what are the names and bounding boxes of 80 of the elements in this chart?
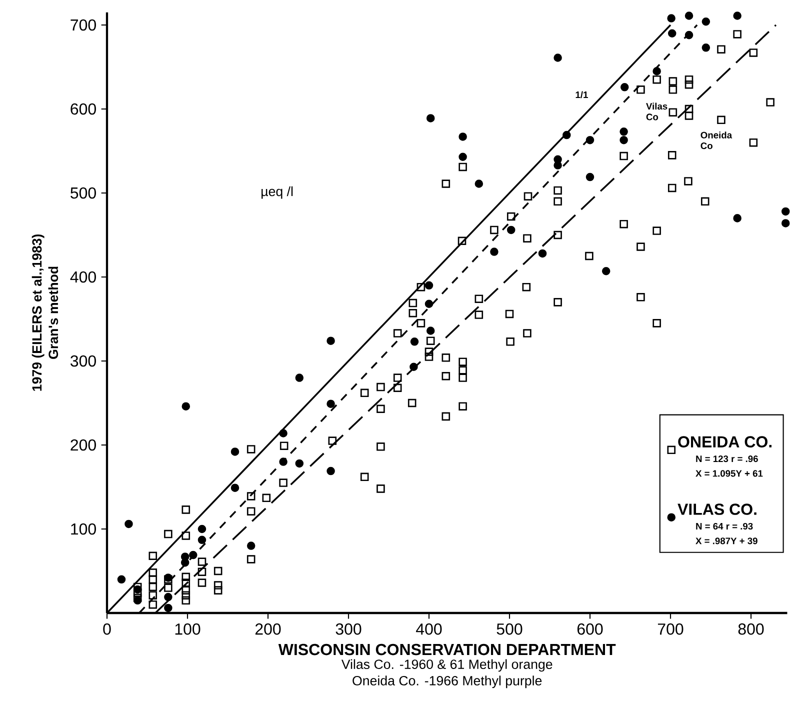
y-tick-label: 400 <box>70 271 96 283</box>
point <box>164 592 172 602</box>
point <box>602 266 610 276</box>
point <box>490 248 498 256</box>
x-tick-label: 300 <box>336 623 362 635</box>
point <box>117 575 126 584</box>
point <box>326 466 335 476</box>
point <box>554 54 562 62</box>
point <box>189 550 198 560</box>
point <box>562 130 571 140</box>
point <box>230 448 240 456</box>
point <box>279 429 288 438</box>
y-tick-label: 100 <box>71 523 96 535</box>
point <box>474 180 484 188</box>
annotation: 1/1 <box>576 91 588 98</box>
point <box>426 114 435 122</box>
point <box>684 30 694 40</box>
annotation: Vilas Co <box>646 102 668 120</box>
legend-label: ONEIDA CO. <box>678 436 772 448</box>
annotation: X = .987Y + 39 <box>696 538 758 544</box>
point <box>182 402 190 410</box>
y-tick-label: 600 <box>70 103 96 115</box>
point <box>554 161 562 170</box>
point <box>426 326 435 335</box>
y-tick-label: 700 <box>70 19 96 31</box>
point <box>586 172 594 182</box>
point <box>702 17 710 26</box>
point <box>326 336 335 345</box>
text: Gran's method <box>48 266 58 359</box>
point <box>279 458 288 466</box>
point <box>668 29 676 38</box>
annotation: N = 64 r = .93 <box>696 522 753 530</box>
annotation: Oneida Co <box>700 132 732 150</box>
point <box>198 524 206 534</box>
x-tick-label: 400 <box>416 623 442 635</box>
point <box>410 362 418 372</box>
point <box>620 136 628 144</box>
x-tick-label: 800 <box>738 623 764 635</box>
y-tick-label: 200 <box>70 439 96 451</box>
point <box>230 484 240 492</box>
x-axis-title: WISCONSIN CONSERVATION DEPARTMENT <box>278 644 616 656</box>
point <box>684 12 694 20</box>
point <box>667 14 676 22</box>
point <box>198 536 206 544</box>
point <box>458 132 467 141</box>
text: Oneida Co. -1966 Methyl purple <box>352 676 542 688</box>
annotation: N = 123 r = .96 <box>696 456 758 462</box>
x-tick-label: 100 <box>175 623 200 635</box>
point <box>620 128 628 136</box>
x-tick-label: 200 <box>255 623 281 635</box>
point <box>133 596 142 605</box>
y-tick-label: 300 <box>70 355 96 367</box>
y-axis-title: 1979 (EILERS et al.,1983) <box>32 234 44 391</box>
point <box>424 300 434 308</box>
point <box>424 281 434 290</box>
annotation: µeq /l <box>262 186 293 199</box>
point <box>410 338 419 346</box>
point <box>733 12 742 20</box>
point <box>295 459 304 468</box>
point <box>538 249 547 258</box>
x-tick-label: 0 <box>103 623 111 635</box>
point <box>326 400 335 408</box>
point <box>702 44 710 52</box>
x-tick-label: 700 <box>658 623 684 635</box>
point <box>164 604 172 612</box>
point <box>295 374 304 382</box>
y-tick-label: 500 <box>70 187 96 199</box>
point <box>586 136 594 144</box>
point <box>458 152 467 162</box>
point <box>506 226 516 234</box>
x-tick-label: 500 <box>496 623 522 635</box>
point <box>733 214 742 222</box>
legend-label: VILAS CO. <box>678 504 756 515</box>
text: Vilas Co. -1960 & 61 Methyl orange <box>341 659 552 672</box>
x-tick-label: 600 <box>577 623 603 635</box>
point <box>620 83 629 92</box>
point <box>124 520 133 528</box>
point <box>652 67 661 76</box>
point <box>246 542 256 550</box>
annotation: X = 1.095Y + 61 <box>696 470 763 477</box>
